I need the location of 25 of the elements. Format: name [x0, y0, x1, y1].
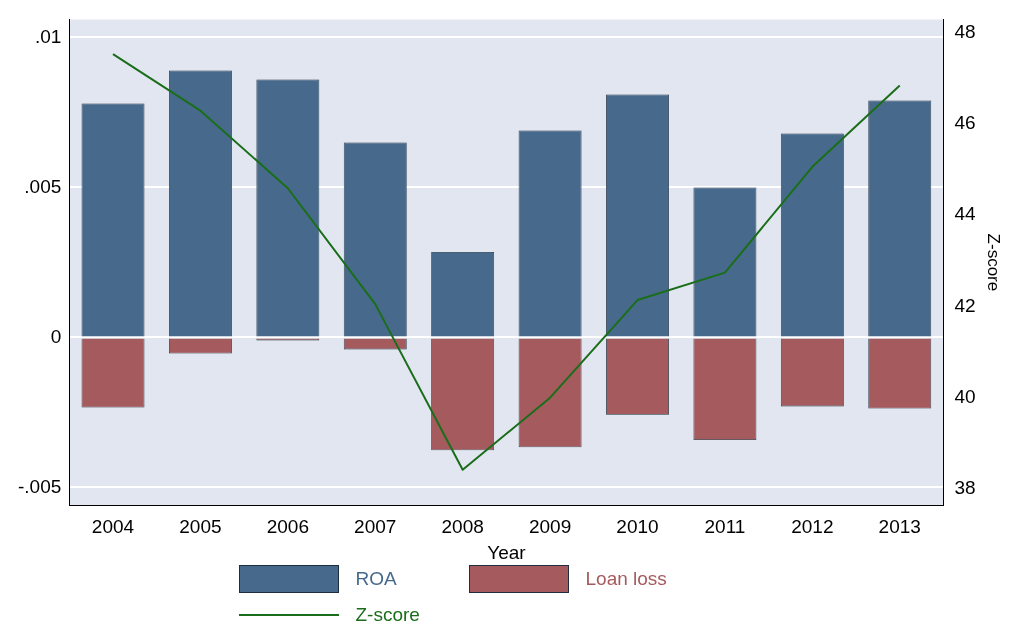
- x-tick-label: 2005: [179, 516, 222, 538]
- y-tick-label: -.005: [17, 475, 62, 497]
- x-tick-label: 2007: [354, 516, 397, 538]
- y2-tick-label: 48: [954, 20, 976, 42]
- x-tick-label: 2004: [91, 516, 135, 538]
- x-tick-label: 2011: [704, 516, 746, 538]
- y-tick-label: .01: [34, 25, 62, 47]
- y2-tick-label: 40: [954, 385, 976, 407]
- y2-tick-label: 46: [954, 112, 976, 134]
- x-tick-label: 2010: [616, 516, 659, 538]
- text: ROA: [355, 568, 397, 590]
- y2-tick-label: 38: [954, 477, 976, 499]
- text: Z-score: [355, 604, 420, 626]
- x-tick-label: 2006: [266, 516, 309, 538]
- text: Loan loss: [585, 568, 667, 590]
- x-tick-label: 2013: [878, 516, 921, 538]
- y2-tick-label: 44: [954, 203, 977, 225]
- y-tick-label: .005: [24, 175, 62, 197]
- x-tick-label: 2012: [791, 516, 834, 538]
- y-tick-label: 0: [50, 325, 62, 347]
- x-axis-title: Year: [487, 541, 527, 563]
- y2-tick-label: 42: [954, 294, 976, 316]
- x-tick-label: 2009: [528, 516, 572, 538]
- x-tick-label: 2008: [441, 516, 484, 538]
- y2-axis-title: Z-score: [984, 233, 1004, 292]
